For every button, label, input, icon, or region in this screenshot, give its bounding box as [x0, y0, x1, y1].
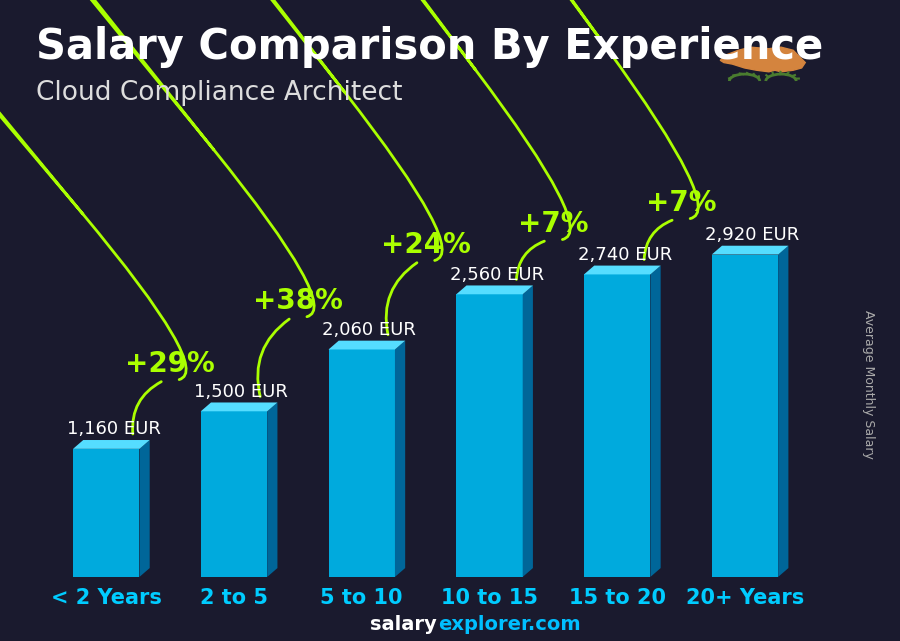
- Text: +7%: +7%: [646, 189, 716, 217]
- Text: +7%: +7%: [518, 210, 589, 238]
- Text: Salary Comparison By Experience: Salary Comparison By Experience: [36, 26, 824, 68]
- Text: +24%: +24%: [381, 231, 471, 259]
- Polygon shape: [720, 47, 806, 72]
- Text: salary: salary: [370, 615, 436, 635]
- Polygon shape: [523, 285, 533, 577]
- Polygon shape: [140, 440, 149, 577]
- Text: +38%: +38%: [253, 287, 343, 315]
- Text: 2,920 EUR: 2,920 EUR: [706, 226, 799, 244]
- Polygon shape: [73, 449, 140, 577]
- Polygon shape: [201, 403, 277, 412]
- Text: 2,060 EUR: 2,060 EUR: [322, 321, 416, 339]
- Polygon shape: [328, 349, 395, 577]
- Polygon shape: [651, 265, 661, 577]
- Polygon shape: [456, 285, 533, 294]
- Polygon shape: [584, 265, 661, 274]
- Text: 2,560 EUR: 2,560 EUR: [450, 266, 544, 284]
- Polygon shape: [73, 440, 149, 449]
- Text: Average Monthly Salary: Average Monthly Salary: [862, 310, 875, 459]
- Text: Cloud Compliance Architect: Cloud Compliance Architect: [36, 80, 402, 106]
- Polygon shape: [778, 246, 788, 577]
- Polygon shape: [267, 403, 277, 577]
- Polygon shape: [395, 340, 405, 577]
- Text: explorer.com: explorer.com: [438, 615, 580, 635]
- Text: 1,500 EUR: 1,500 EUR: [194, 383, 288, 401]
- Polygon shape: [584, 274, 651, 577]
- Polygon shape: [712, 246, 788, 254]
- Text: 1,160 EUR: 1,160 EUR: [67, 420, 160, 438]
- Text: 2,740 EUR: 2,740 EUR: [578, 246, 672, 264]
- Polygon shape: [712, 254, 778, 577]
- Polygon shape: [328, 340, 405, 349]
- Text: +29%: +29%: [125, 350, 215, 378]
- Polygon shape: [456, 294, 523, 577]
- Polygon shape: [201, 412, 267, 577]
